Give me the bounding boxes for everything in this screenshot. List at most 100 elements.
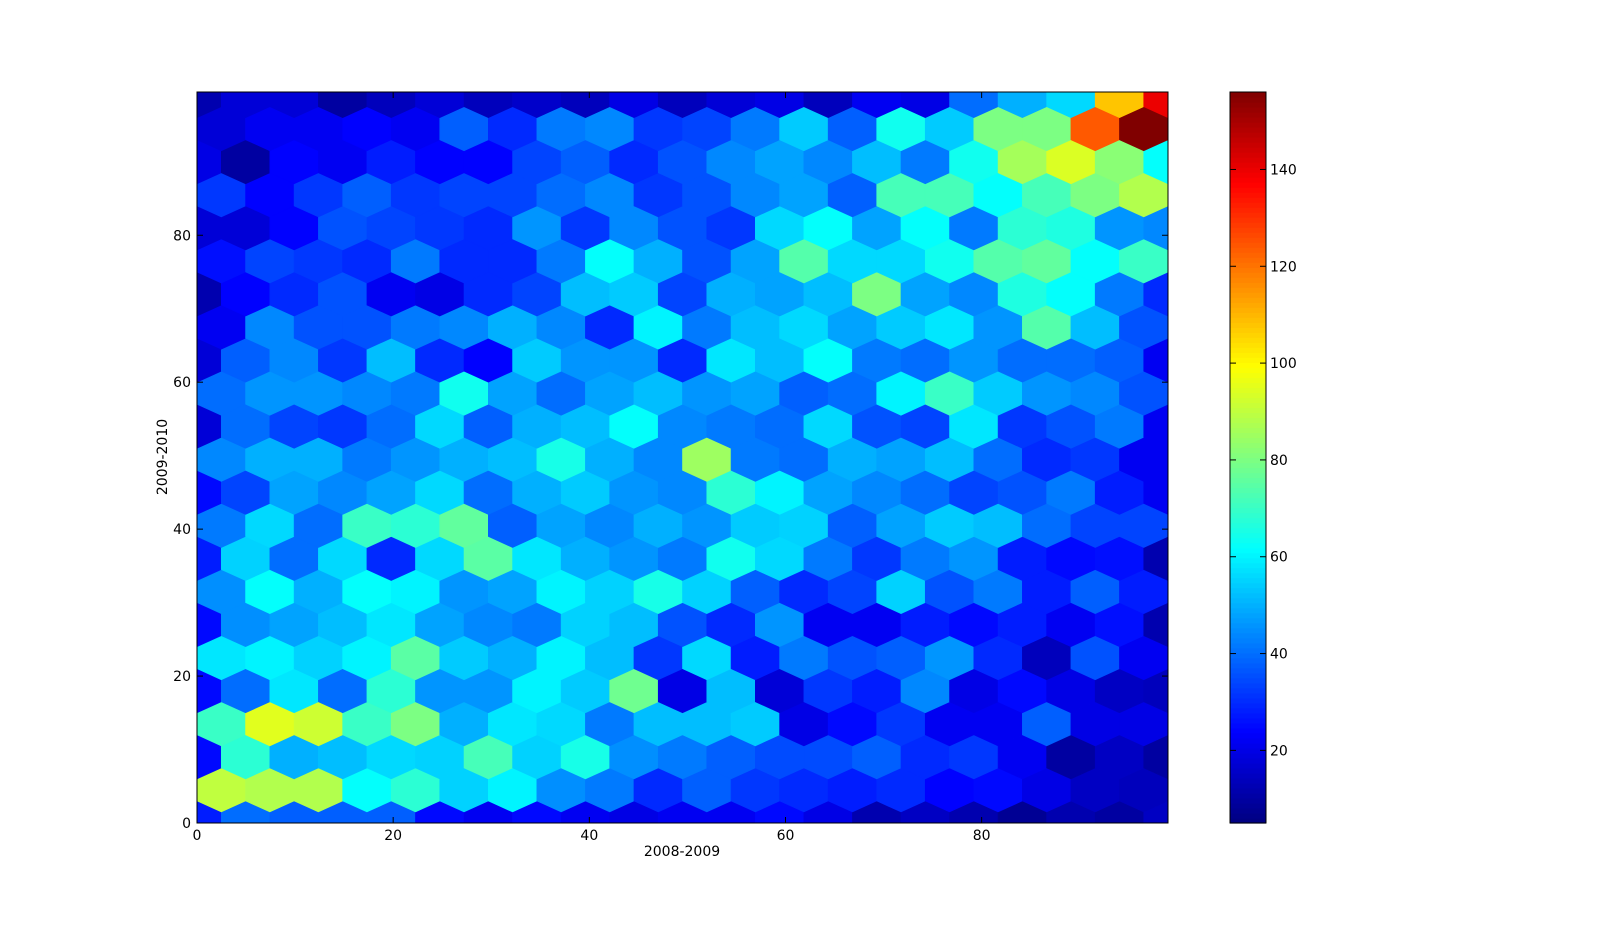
hex (366, 92, 416, 119)
colorbar-swatch (1230, 162, 1266, 168)
hex (706, 92, 756, 119)
colorbar-swatch (1230, 177, 1266, 183)
colorbar-swatch (1230, 532, 1266, 539)
colorbar-swatch (1230, 622, 1266, 629)
colorbar-swatch (1230, 687, 1266, 694)
colorbar-swatch (1230, 437, 1266, 444)
hex (852, 92, 902, 119)
colorbar-swatch (1230, 547, 1266, 554)
colorbar-swatch (1230, 312, 1266, 318)
colorbar-tick-label: 60 (1270, 550, 1288, 566)
colorbar-swatch (1230, 482, 1266, 489)
colorbar-swatch (1230, 197, 1266, 203)
colorbar-tick-label: 20 (1270, 743, 1288, 759)
hex (755, 92, 805, 119)
colorbar-swatch (1230, 217, 1266, 223)
colorbar-swatch (1230, 632, 1266, 639)
colorbar-swatch (1230, 212, 1266, 218)
colorbar-swatch (1230, 757, 1266, 764)
y-tick-label: 0 (182, 816, 191, 832)
colorbar-swatch (1230, 717, 1266, 724)
colorbar-swatch (1230, 737, 1266, 744)
colorbar-swatch (1230, 367, 1266, 373)
colorbar-swatch (1230, 362, 1266, 368)
colorbar-swatch (1230, 352, 1266, 358)
colorbar-swatch (1230, 137, 1266, 143)
colorbar-swatch (1230, 247, 1266, 253)
colorbar-tick-label: 40 (1270, 647, 1288, 663)
colorbar-swatch (1230, 467, 1266, 474)
colorbar-swatch (1230, 512, 1266, 519)
colorbar-swatch (1230, 642, 1266, 649)
colorbar-swatch (1230, 267, 1266, 273)
colorbar-swatch (1230, 117, 1266, 123)
colorbar-swatch (1230, 337, 1266, 343)
colorbar-swatch (1230, 342, 1266, 348)
hex (803, 92, 853, 119)
colorbar-swatch (1230, 522, 1266, 529)
colorbar-swatch (1230, 697, 1266, 704)
hex (318, 92, 368, 119)
colorbar-swatch (1230, 647, 1266, 654)
colorbar-swatch (1230, 332, 1266, 338)
hex (415, 92, 465, 119)
colorbar-swatch (1230, 602, 1266, 609)
colorbar-swatch (1230, 257, 1266, 263)
colorbar-swatch (1230, 517, 1266, 524)
colorbar-swatch (1230, 727, 1266, 734)
colorbar-swatch (1230, 657, 1266, 664)
colorbar-swatch (1230, 402, 1266, 409)
colorbar-swatch (1230, 782, 1266, 789)
colorbar-swatch (1230, 272, 1266, 278)
colorbar-swatch (1230, 282, 1266, 288)
colorbar-swatch (1230, 382, 1266, 389)
plot-frame (196, 91, 1169, 824)
y-tick-label: 80 (173, 228, 191, 244)
colorbar-swatch (1230, 322, 1266, 328)
colorbar-swatch (1230, 152, 1266, 158)
colorbar-swatch (1230, 787, 1266, 794)
colorbar-swatch (1230, 252, 1266, 258)
colorbar-swatch (1230, 567, 1266, 574)
colorbar-swatch (1230, 357, 1266, 363)
colorbar-swatch (1230, 557, 1266, 564)
colorbar-swatch (1230, 92, 1266, 98)
colorbar-swatch (1230, 202, 1266, 208)
colorbar-swatch (1230, 587, 1266, 594)
colorbar-swatch (1230, 127, 1266, 133)
colorbar-swatch (1230, 802, 1266, 809)
colorbar-swatch (1230, 562, 1266, 569)
colorbar-swatch (1230, 577, 1266, 584)
colorbar-swatch (1230, 422, 1266, 429)
colorbar-swatch (1230, 542, 1266, 549)
colorbar-swatch (1230, 207, 1266, 213)
colorbar-swatch (1230, 327, 1266, 333)
colorbar-swatch (1230, 792, 1266, 799)
colorbar-swatch (1230, 732, 1266, 739)
colorbar-swatch (1230, 167, 1266, 173)
colorbar-swatch (1230, 627, 1266, 634)
colorbar-swatch (1230, 302, 1266, 308)
colorbar-swatch (1230, 122, 1266, 128)
colorbar-swatch (1230, 172, 1266, 178)
colorbar-swatch (1230, 442, 1266, 449)
colorbar-swatch (1230, 232, 1266, 238)
hex (900, 92, 950, 119)
colorbar-swatch (1230, 412, 1266, 419)
colorbar-tick-label: 120 (1270, 259, 1297, 275)
x-axis-label: 2008-2009 (644, 844, 720, 860)
colorbar-swatch (1230, 262, 1266, 268)
colorbar-swatch (1230, 457, 1266, 464)
colorbar-swatch (1230, 682, 1266, 689)
hex-layer (197, 92, 1168, 823)
colorbar-swatch (1230, 767, 1266, 774)
colorbar-swatch (1230, 692, 1266, 699)
colorbar-swatch (1230, 812, 1266, 819)
colorbar-swatch (1230, 407, 1266, 414)
hex (1046, 92, 1096, 119)
colorbar-swatch (1230, 477, 1266, 484)
y-tick-label: 60 (173, 375, 191, 391)
colorbar-swatch (1230, 772, 1266, 779)
colorbar-swatch (1230, 192, 1266, 198)
